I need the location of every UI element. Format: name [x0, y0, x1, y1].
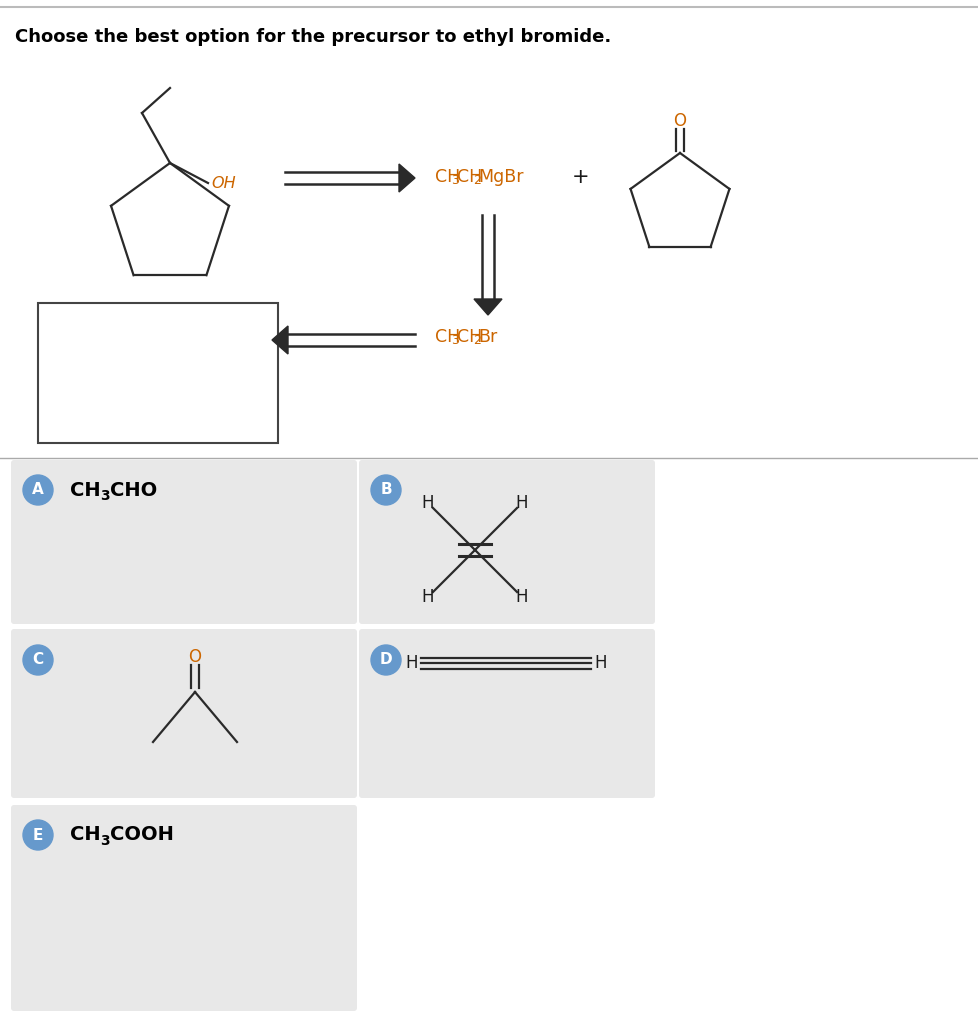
Text: H: H	[422, 588, 434, 606]
Text: C: C	[32, 652, 43, 668]
Circle shape	[22, 475, 53, 505]
Text: 3: 3	[451, 334, 459, 346]
Text: COOH: COOH	[110, 825, 174, 845]
Circle shape	[22, 820, 53, 850]
Text: CH: CH	[457, 328, 481, 346]
Text: CHO: CHO	[110, 480, 157, 500]
Text: +: +	[571, 167, 589, 187]
FancyBboxPatch shape	[11, 460, 357, 624]
Polygon shape	[399, 164, 415, 193]
Text: Choose the best option for the precursor to ethyl bromide.: Choose the best option for the precursor…	[15, 28, 610, 46]
Text: H: H	[422, 494, 434, 512]
Text: CH: CH	[434, 168, 460, 186]
Text: 3: 3	[100, 834, 110, 848]
Text: H: H	[594, 654, 606, 672]
Text: E: E	[33, 827, 43, 843]
Text: 3: 3	[100, 489, 110, 503]
Text: Br: Br	[478, 328, 498, 346]
Text: CH: CH	[70, 480, 101, 500]
FancyBboxPatch shape	[359, 460, 654, 624]
Text: O: O	[673, 112, 686, 130]
Bar	[38, 303, 278, 443]
Text: CH: CH	[434, 328, 460, 346]
FancyBboxPatch shape	[359, 629, 654, 798]
Text: H: H	[515, 588, 528, 606]
Text: CH: CH	[70, 825, 101, 845]
Text: 2: 2	[472, 173, 480, 186]
Text: H: H	[515, 494, 528, 512]
Text: 2: 2	[472, 334, 480, 346]
FancyBboxPatch shape	[11, 805, 357, 1011]
Text: D: D	[379, 652, 392, 668]
Circle shape	[371, 645, 401, 675]
Circle shape	[22, 645, 53, 675]
Polygon shape	[473, 299, 502, 315]
Text: OH: OH	[211, 175, 236, 190]
FancyBboxPatch shape	[11, 629, 357, 798]
Text: B: B	[379, 482, 391, 498]
Text: O: O	[189, 648, 201, 666]
Text: CH: CH	[457, 168, 481, 186]
Circle shape	[371, 475, 401, 505]
Text: A: A	[32, 482, 44, 498]
Polygon shape	[272, 326, 288, 354]
Text: MgBr: MgBr	[478, 168, 523, 186]
Text: 3: 3	[451, 173, 459, 186]
Text: H: H	[405, 654, 417, 672]
